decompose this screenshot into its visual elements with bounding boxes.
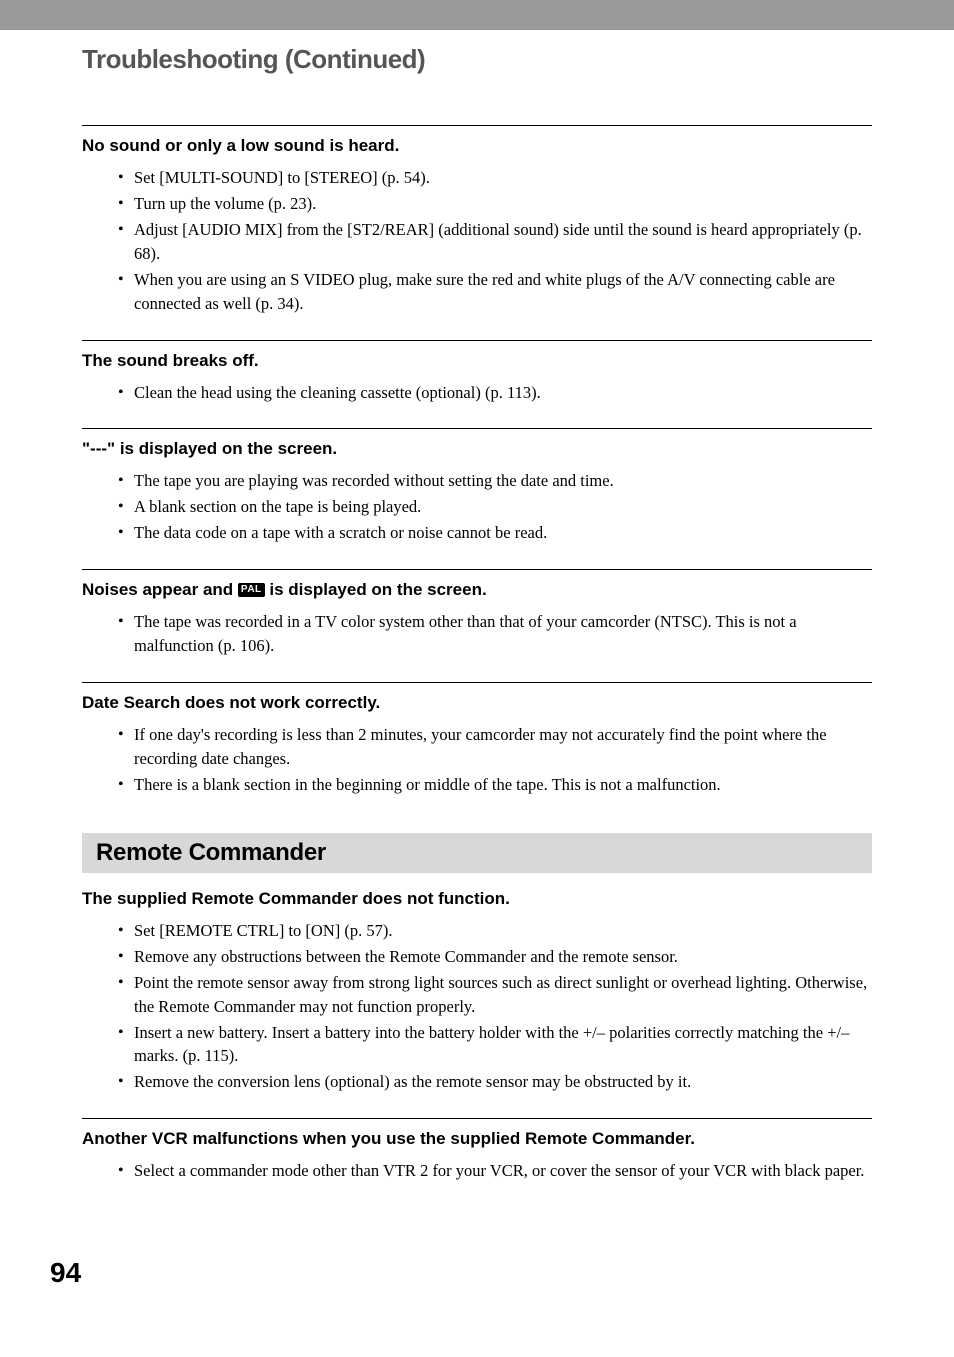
list-item: Insert a new battery. Insert a battery i… [134,1021,872,1069]
issue-title: The sound breaks off. [82,351,872,371]
bullet-list: The tape was recorded in a TV color syst… [82,610,872,658]
list-item: Clean the head using the cleaning casset… [134,381,872,405]
list-item: A blank section on the tape is being pla… [134,495,872,519]
list-item: Adjust [AUDIO MIX] from the [ST2/REAR] (… [134,218,872,266]
bullet-list: Set [REMOTE CTRL] to [ON] (p. 57). Remov… [82,919,872,1094]
list-item: Remove the conversion lens (optional) as… [134,1070,872,1094]
list-item: Select a commander mode other than VTR 2… [134,1159,872,1183]
issue-title: Another VCR malfunctions when you use th… [82,1129,872,1149]
bullet-list: Clean the head using the cleaning casset… [82,381,872,405]
issue-no-sound: No sound or only a low sound is heard. S… [82,125,872,340]
issue-title: "---" is displayed on the screen. [82,439,872,459]
list-item: The tape was recorded in a TV color syst… [134,610,872,658]
issue-dashes: "---" is displayed on the screen. The ta… [82,428,872,569]
title-part1: Noises appear and [82,580,238,599]
issue-title: No sound or only a low sound is heard. [82,136,872,156]
bullet-list: If one day's recording is less than 2 mi… [82,723,872,797]
issue-title: Date Search does not work correctly. [82,693,872,713]
list-item: The data code on a tape with a scratch o… [134,521,872,545]
list-item: Set [REMOTE CTRL] to [ON] (p. 57). [134,919,872,943]
bullet-list: Select a commander mode other than VTR 2… [82,1159,872,1183]
section-header-remote: Remote Commander [82,833,872,873]
page-number: 94 [0,1207,954,1319]
issue-title: The supplied Remote Commander does not f… [82,889,872,909]
issue-noises-pal: Noises appear and PAL is displayed on th… [82,569,872,682]
issue-sound-breaks: The sound breaks off. Clean the head usi… [82,340,872,429]
list-item: Set [MULTI-SOUND] to [STEREO] (p. 54). [134,166,872,190]
content-area: No sound or only a low sound is heard. S… [0,75,954,1207]
header-bar [0,0,954,30]
list-item: If one day's recording is less than 2 mi… [134,723,872,771]
list-item: Remove any obstructions between the Remo… [134,945,872,969]
bullet-list: The tape you are playing was recorded wi… [82,469,872,545]
list-item: Turn up the volume (p. 23). [134,192,872,216]
issue-vcr-malfunction: Another VCR malfunctions when you use th… [82,1118,872,1207]
title-part2: is displayed on the screen. [265,580,487,599]
pal-icon: PAL [238,583,265,597]
list-item: Point the remote sensor away from strong… [134,971,872,1019]
issue-title: Noises appear and PAL is displayed on th… [82,580,872,600]
list-item: There is a blank section in the beginnin… [134,773,872,797]
list-item: The tape you are playing was recorded wi… [134,469,872,493]
bullet-list: Set [MULTI-SOUND] to [STEREO] (p. 54). T… [82,166,872,316]
list-item: When you are using an S VIDEO plug, make… [134,268,872,316]
page-title: Troubleshooting (Continued) [0,30,954,75]
issue-remote-no-function: The supplied Remote Commander does not f… [82,887,872,1118]
issue-date-search: Date Search does not work correctly. If … [82,682,872,821]
